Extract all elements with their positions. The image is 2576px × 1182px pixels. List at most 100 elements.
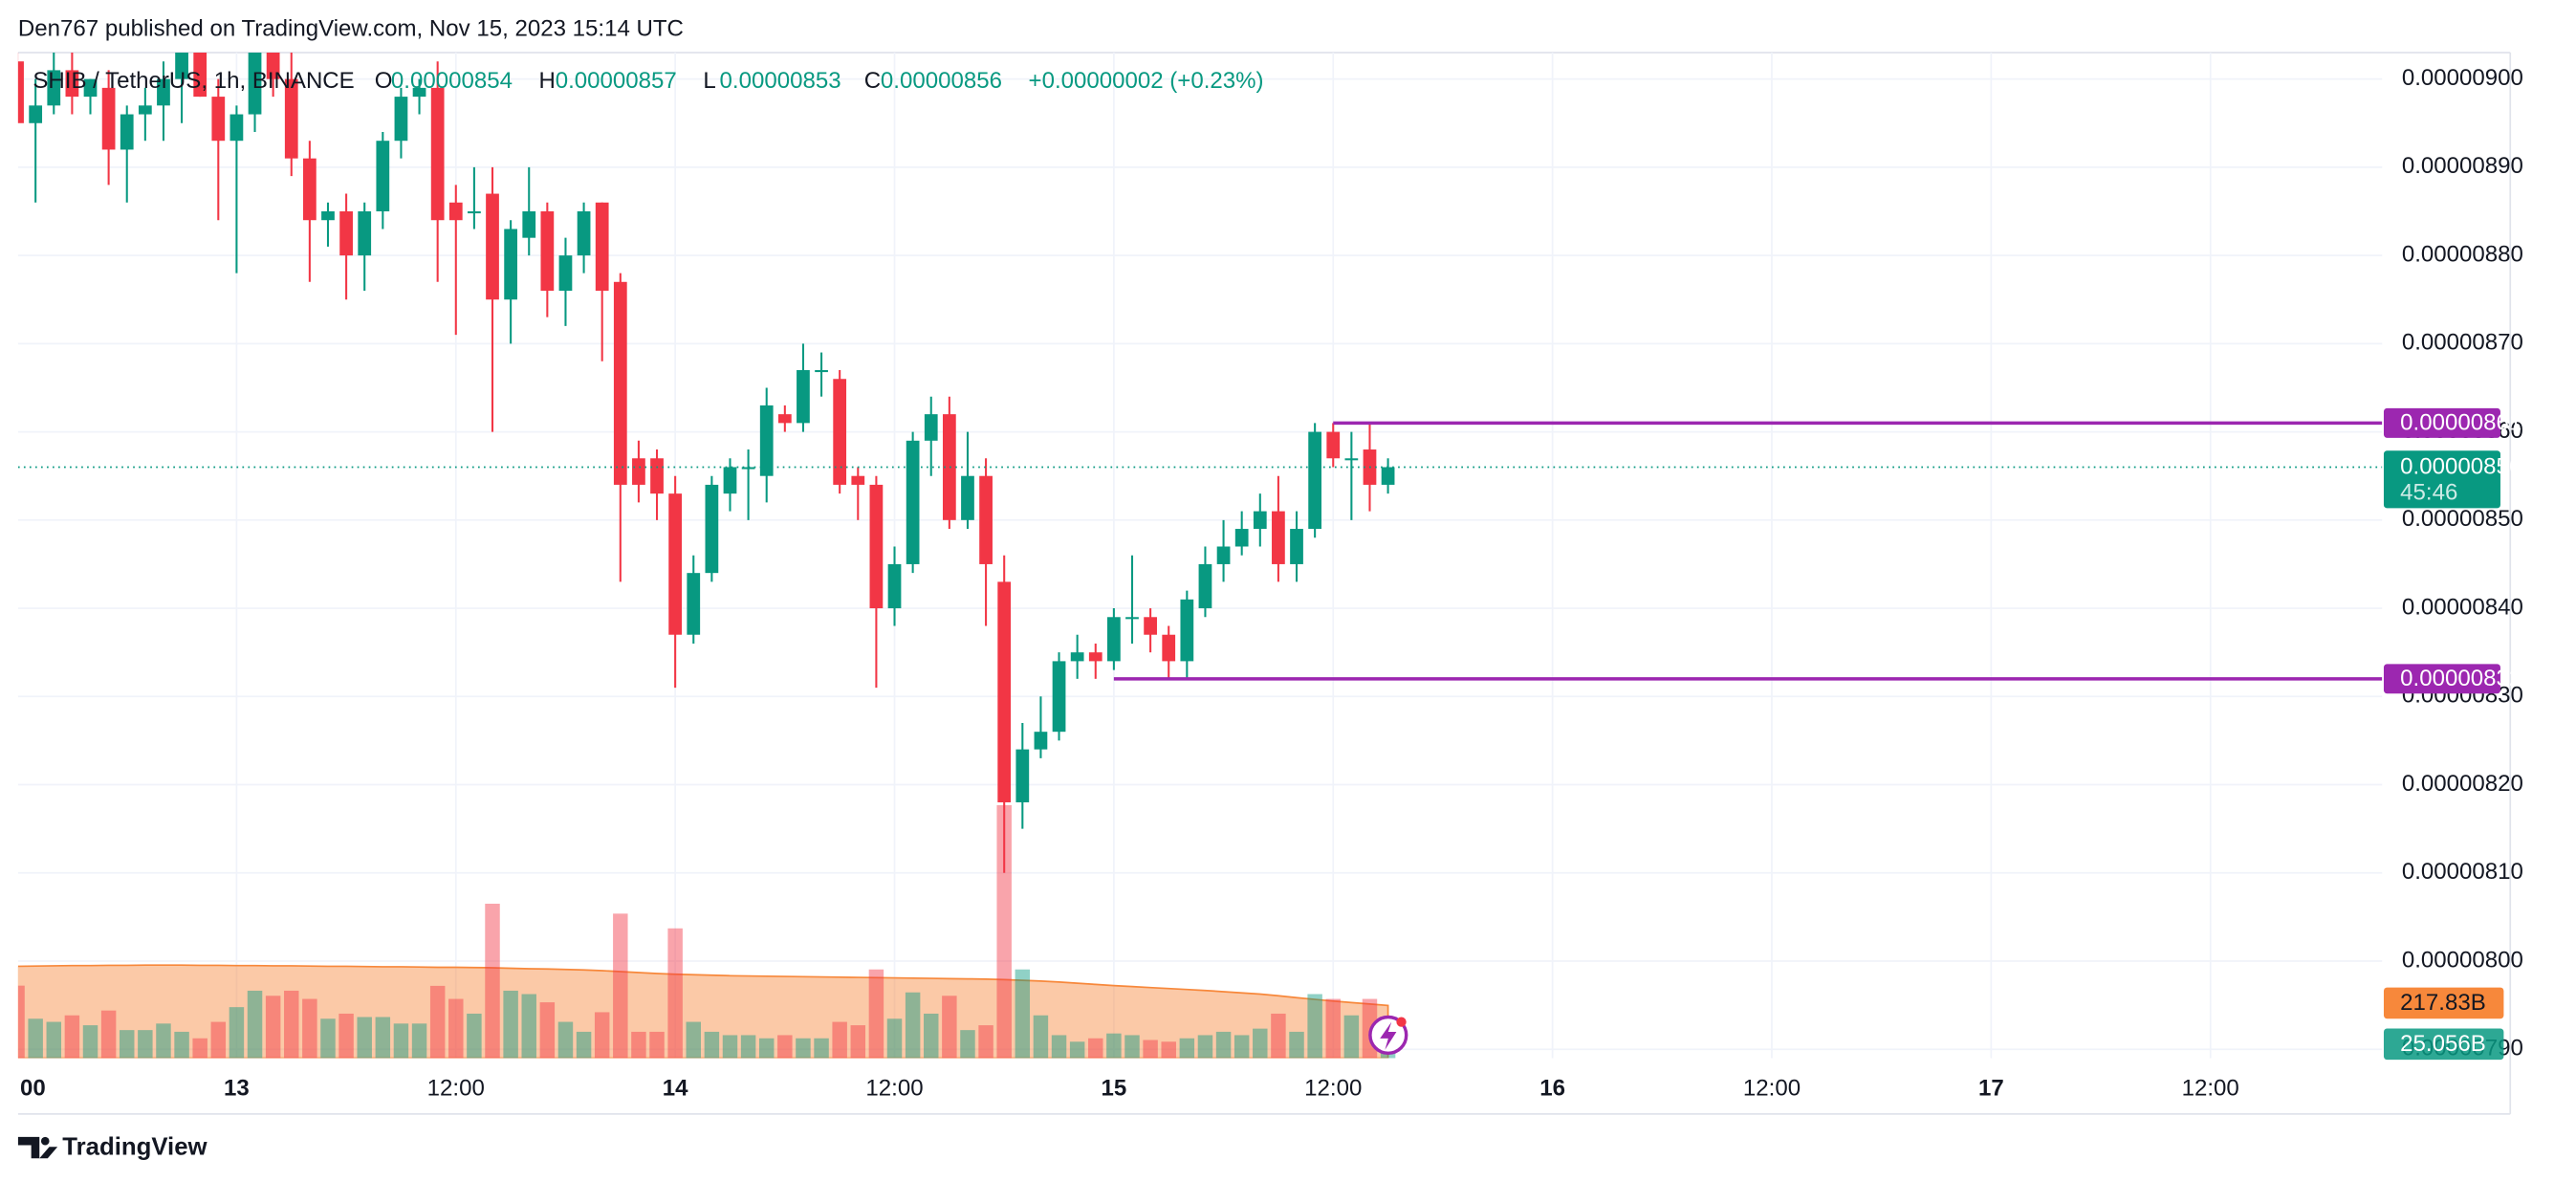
candle-body bbox=[138, 105, 152, 115]
candle-body bbox=[1381, 467, 1395, 485]
candle-body bbox=[101, 87, 116, 150]
volume-bar bbox=[868, 969, 884, 1059]
candle-body bbox=[430, 87, 445, 221]
candle-body bbox=[47, 70, 61, 106]
replay-icon[interactable] bbox=[1368, 1015, 1408, 1056]
candle-body bbox=[1180, 599, 1194, 662]
candle-body bbox=[522, 211, 536, 238]
y-tick-label: 0.00000900 bbox=[2402, 65, 2523, 91]
volume-bar bbox=[576, 1031, 592, 1059]
x-tick-label: 12:00 bbox=[1743, 1075, 1801, 1101]
volume-bar bbox=[357, 1017, 372, 1059]
y-tick-label: 0.00000800 bbox=[2402, 947, 2523, 973]
last-price-badge bbox=[2383, 450, 2500, 509]
ohlc-key: O bbox=[375, 68, 393, 94]
last-price-label: 0.00000856 bbox=[2400, 454, 2521, 480]
volume-badge-label: 25.056B bbox=[2400, 1031, 2486, 1057]
candle-body bbox=[448, 202, 463, 221]
volume-bar bbox=[174, 1031, 189, 1059]
volume-bar bbox=[686, 1021, 701, 1059]
x-tick-label: 16 bbox=[1539, 1075, 1565, 1101]
y-tick-label: 0.00000840 bbox=[2402, 594, 2523, 620]
candle-body bbox=[687, 573, 701, 635]
ohlc-legend: O0.00000854 H 0.00000857 L 0.00000853 C 0.0000… bbox=[375, 68, 1002, 94]
candle-body bbox=[1125, 617, 1139, 620]
candle-body bbox=[486, 193, 499, 300]
candle-body bbox=[175, 52, 188, 79]
volume-bar bbox=[17, 985, 25, 1059]
x-tick-label: 00 bbox=[20, 1075, 46, 1101]
candle-body bbox=[1162, 634, 1176, 662]
footer-brand: TradingView bbox=[62, 1134, 207, 1161]
volume-bar bbox=[100, 1010, 117, 1059]
volume-bar bbox=[539, 1002, 556, 1059]
volume-bar bbox=[796, 1038, 811, 1059]
volume-bar bbox=[1143, 1040, 1158, 1059]
x-tick-label: 12:00 bbox=[865, 1075, 923, 1101]
volume-bar bbox=[503, 990, 518, 1059]
candle-body bbox=[1308, 431, 1322, 530]
volume-bar bbox=[393, 1023, 409, 1059]
candle-body bbox=[65, 70, 79, 98]
candle-body bbox=[979, 475, 993, 564]
volume-bar bbox=[924, 1013, 939, 1059]
volume-bar bbox=[284, 990, 299, 1059]
candle-body bbox=[468, 211, 481, 214]
candle-body bbox=[540, 211, 555, 292]
candle-body bbox=[997, 581, 1012, 802]
candle-body bbox=[83, 78, 98, 98]
ohlc-value: 0.00000856 bbox=[881, 68, 1002, 94]
level-badge bbox=[2383, 664, 2500, 694]
candle-body bbox=[797, 370, 810, 424]
candle-body bbox=[266, 52, 280, 79]
change: +0.00000002 (+0.23%) bbox=[1029, 68, 1264, 94]
volume-bar bbox=[247, 990, 263, 1059]
volume-bar bbox=[905, 992, 921, 1059]
volume-bar bbox=[1325, 998, 1341, 1059]
candle-body bbox=[29, 105, 43, 123]
logo-mark-c bbox=[39, 1147, 58, 1159]
footer-logo[interactable]: TradingView bbox=[17, 1134, 208, 1161]
volume-bar bbox=[338, 1013, 354, 1059]
candle-body bbox=[1107, 617, 1121, 662]
ohlc-key: L bbox=[703, 68, 715, 94]
volume-bar bbox=[28, 1018, 43, 1059]
candle-body bbox=[1198, 563, 1212, 609]
candle-body bbox=[887, 563, 902, 609]
candle-body bbox=[833, 379, 847, 485]
volume-bar bbox=[1233, 1035, 1250, 1059]
volume-bar bbox=[1380, 1052, 1396, 1059]
candle-body bbox=[942, 414, 956, 520]
volume-bar bbox=[613, 913, 628, 1059]
volume-bar bbox=[1197, 1035, 1213, 1059]
x-tick-label: 15 bbox=[1102, 1075, 1127, 1101]
candle-body bbox=[1326, 431, 1341, 459]
x-tick-label: 13 bbox=[224, 1075, 250, 1101]
candle-body bbox=[777, 414, 792, 424]
volume-bar bbox=[1253, 1028, 1268, 1059]
candle-body bbox=[869, 484, 884, 609]
candle-body bbox=[650, 458, 664, 494]
volume-bar bbox=[1271, 1013, 1286, 1059]
published-line: Den767 published on TradingView.com, Nov… bbox=[18, 15, 684, 41]
volume-bar bbox=[320, 1018, 336, 1059]
volume-bar bbox=[1161, 1041, 1176, 1059]
candle-body bbox=[339, 211, 353, 256]
volume-bar bbox=[814, 1038, 829, 1059]
candle-body bbox=[1272, 511, 1285, 564]
volume-bar bbox=[156, 1023, 171, 1059]
volume-bar bbox=[302, 998, 317, 1059]
candle-body bbox=[961, 475, 974, 520]
volume-bar bbox=[120, 1030, 135, 1059]
volume-bar bbox=[832, 1021, 847, 1059]
candle-body bbox=[906, 440, 920, 564]
volume-bar bbox=[375, 1017, 391, 1059]
volume-bar bbox=[229, 1007, 245, 1059]
x-tick-label: 12:00 bbox=[2182, 1075, 2239, 1101]
candle-body bbox=[1052, 661, 1066, 733]
candle-body bbox=[1216, 546, 1231, 564]
candle-body bbox=[1034, 732, 1048, 750]
candle-body bbox=[1253, 511, 1267, 530]
volume-bar bbox=[740, 1035, 756, 1059]
